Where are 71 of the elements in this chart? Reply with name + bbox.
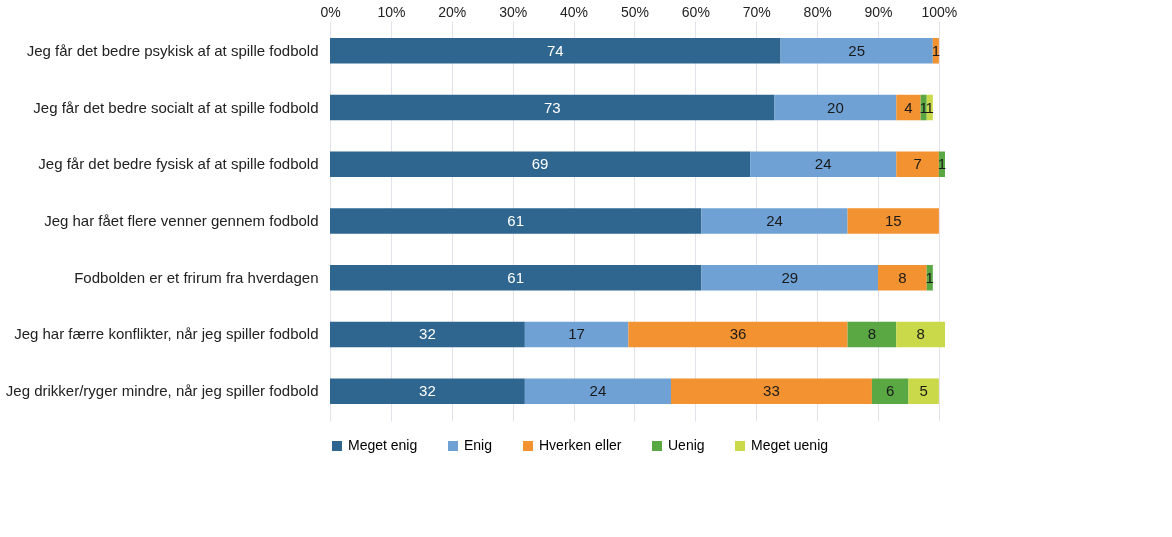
bar (908, 378, 939, 404)
bar (878, 264, 927, 291)
bar (701, 208, 848, 234)
y-tick-label: Fodbolden er et frirum fra hverdagen (74, 268, 319, 286)
x-tick-label: 10% (377, 3, 406, 20)
legend-label: Meget enig (348, 437, 418, 453)
data-label: 15 (884, 212, 902, 229)
bar (670, 378, 872, 404)
y-tick-label: Jeg har færre konflikter, når jeg spiller fodbold (14, 325, 319, 343)
data-label: 8 (867, 325, 877, 343)
bar (896, 151, 939, 178)
legend-label: Hverken eller (539, 437, 622, 453)
data-label: 29 (781, 268, 799, 286)
legend-label: Enig (464, 437, 493, 453)
y-tick-label: Jeg får det bedre fysisk af at spille fodbold (38, 155, 319, 173)
x-tick-label: 90% (864, 3, 893, 20)
data-label: 69 (531, 155, 549, 173)
y-tick-label: Jeg drikker/ryger mindre, når jeg spiller fodbold (5, 382, 319, 400)
data-label: 33 (763, 382, 780, 400)
x-tick-label: 30% (499, 3, 528, 20)
bar (330, 94, 775, 121)
bar (330, 208, 702, 234)
x-tick-label: 70% (742, 3, 771, 20)
bar (896, 321, 945, 348)
data-label: 32 (419, 382, 436, 400)
bar (871, 378, 909, 404)
data-label: 20 (827, 98, 844, 116)
data-label: 61 (507, 268, 525, 286)
data-label: 7 (913, 155, 922, 173)
bar (847, 321, 897, 348)
bar (701, 264, 879, 291)
legend-label: Meget uenig (751, 437, 829, 453)
bar (896, 94, 921, 121)
bar (780, 38, 933, 64)
data-label: 36 (729, 325, 747, 343)
data-label: 8 (898, 268, 907, 286)
y-tick-label: Jeg har fået flere venner gennem fodbold (44, 212, 319, 229)
data-label: 6 (886, 382, 895, 400)
bar (628, 321, 848, 348)
data-label: 24 (766, 212, 783, 229)
x-tick-label: 40% (560, 3, 589, 20)
x-tick-label: 80% (803, 3, 832, 20)
bar (330, 264, 702, 291)
data-label: 8 (916, 325, 925, 343)
data-label: 17 (568, 325, 585, 343)
y-tick-label: Jeg får det bedre psykisk af at spille fodbold (26, 41, 319, 59)
data-label: 5 (919, 382, 928, 400)
x-tick-label: 60% (681, 3, 710, 20)
bar (524, 321, 629, 348)
y-tick-label: Jeg får det bedre socialt af at spille fodbold (33, 98, 319, 116)
legend-label: Uenig (668, 437, 705, 453)
bar (774, 94, 897, 121)
x-tick-label: 0% (320, 3, 341, 20)
bar (750, 151, 897, 178)
data-label: 4 (904, 98, 913, 116)
bar (330, 151, 751, 178)
data-label: 24 (814, 155, 832, 173)
data-label: 24 (589, 382, 607, 400)
x-tick-label: 100% (921, 3, 958, 20)
bar (330, 321, 525, 348)
x-tick-label: 20% (438, 3, 467, 20)
bar (330, 38, 781, 64)
bar (524, 378, 671, 404)
data-label: 32 (419, 325, 436, 343)
bar (330, 378, 525, 404)
x-tick-label: 50% (620, 3, 649, 20)
data-label: 74 (546, 41, 564, 59)
data-label: 61 (507, 212, 525, 229)
data-label: 73 (543, 98, 561, 116)
bar (847, 208, 939, 234)
data-label: 25 (848, 41, 866, 59)
